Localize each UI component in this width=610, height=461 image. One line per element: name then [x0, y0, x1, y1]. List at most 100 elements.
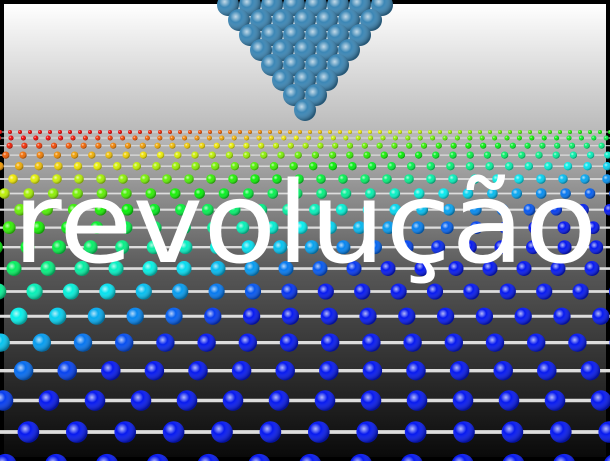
atom-shine [228, 174, 238, 184]
atom-shine [294, 174, 304, 184]
atom-shine [96, 188, 108, 199]
atom-shine [197, 333, 216, 352]
atom-shine [406, 361, 426, 381]
atom-shine [527, 333, 546, 352]
atom-shine [355, 135, 361, 141]
atom-shine [598, 421, 610, 443]
atom-shine [74, 174, 84, 184]
atom-shine [583, 162, 592, 171]
atom-shine [48, 130, 52, 134]
afm-tip [217, 0, 393, 121]
atom-shine [359, 307, 377, 325]
atom-shine [132, 162, 141, 171]
atom-shine [0, 130, 2, 134]
atom-shine [208, 283, 225, 300]
atom-shine [228, 203, 241, 216]
atom-shine [23, 188, 35, 199]
atom-shine [535, 151, 543, 159]
atom-shine [82, 135, 88, 141]
atom-shine [306, 135, 312, 141]
atom-shine [504, 135, 510, 141]
atom-shine [228, 142, 235, 149]
atom-shine [115, 333, 134, 352]
atom-shine [241, 240, 256, 255]
atom-shine [33, 135, 39, 141]
atom-shine [485, 333, 505, 352]
atom-shine [398, 307, 416, 325]
atom-shine [140, 174, 150, 184]
atom-shine [589, 240, 604, 255]
atom-shine [110, 142, 117, 149]
atom-shine [222, 390, 244, 411]
atom-shine [287, 142, 294, 149]
atom-shine [592, 307, 610, 325]
slide-title: revolução [13, 159, 598, 289]
atom-shine [83, 240, 98, 255]
atom-shine [174, 151, 182, 159]
atom-shine [115, 240, 130, 255]
atom-shine [198, 130, 202, 134]
atom-shine [446, 162, 455, 171]
atom-shine [26, 283, 43, 300]
atom-shine [201, 203, 214, 216]
atom-shine [498, 390, 520, 411]
atom-shine [171, 162, 181, 171]
atom-shine [211, 162, 220, 171]
atom-shine [602, 174, 610, 184]
atom-shine [500, 151, 509, 159]
atom-shine [244, 135, 250, 141]
atom-shine [225, 151, 234, 159]
atom-shine [70, 151, 79, 159]
atom-shine [572, 283, 589, 300]
atom-shine [267, 188, 279, 199]
atom-shine [479, 135, 485, 141]
atom-shine [391, 142, 398, 149]
atom-shine [308, 130, 312, 134]
atom-shine [218, 130, 222, 134]
atom-shine [350, 453, 372, 461]
atom-shine [62, 283, 80, 300]
atom-shine [265, 221, 279, 235]
atom-shine [426, 283, 444, 300]
atom-shine [20, 240, 35, 255]
atom-shine [206, 135, 212, 141]
atom-shine [404, 421, 427, 443]
atom-shine [493, 361, 513, 381]
atom-shine [499, 283, 516, 300]
atom-shine [603, 203, 610, 216]
atom-shine [142, 261, 158, 276]
atom-shine [248, 130, 252, 134]
atom-shine [6, 261, 22, 276]
atom-shine [130, 390, 152, 411]
atom-shine [448, 174, 458, 184]
atom-shine [58, 135, 64, 141]
atom-shine [368, 130, 372, 134]
atom-shine [8, 135, 14, 141]
atom-shine [0, 135, 2, 141]
atom-shine [405, 135, 411, 141]
atom-shine [516, 261, 532, 276]
atom-shine [28, 130, 32, 134]
atom-shine [465, 142, 472, 149]
atom-shine [18, 130, 22, 134]
atom-shine [78, 130, 82, 134]
atom-shine [208, 130, 212, 134]
atom-shine [219, 135, 225, 141]
atom-shine [277, 151, 285, 159]
atom-shine [80, 142, 87, 149]
atom-shine [99, 283, 116, 300]
atom-shine [128, 130, 132, 134]
atom-shine [191, 151, 199, 159]
atom-shine [168, 130, 172, 134]
atom-shine [256, 135, 262, 141]
atom-shine [376, 142, 383, 149]
atom-shine [309, 203, 321, 216]
atom-shine [294, 221, 308, 235]
atom-shine [144, 135, 150, 141]
atom-shine [259, 421, 282, 443]
atom-shine [363, 151, 371, 159]
atom-shine [536, 283, 553, 300]
atom-shine [478, 130, 482, 134]
atom-shine [152, 162, 161, 171]
atom-shine [228, 130, 232, 134]
